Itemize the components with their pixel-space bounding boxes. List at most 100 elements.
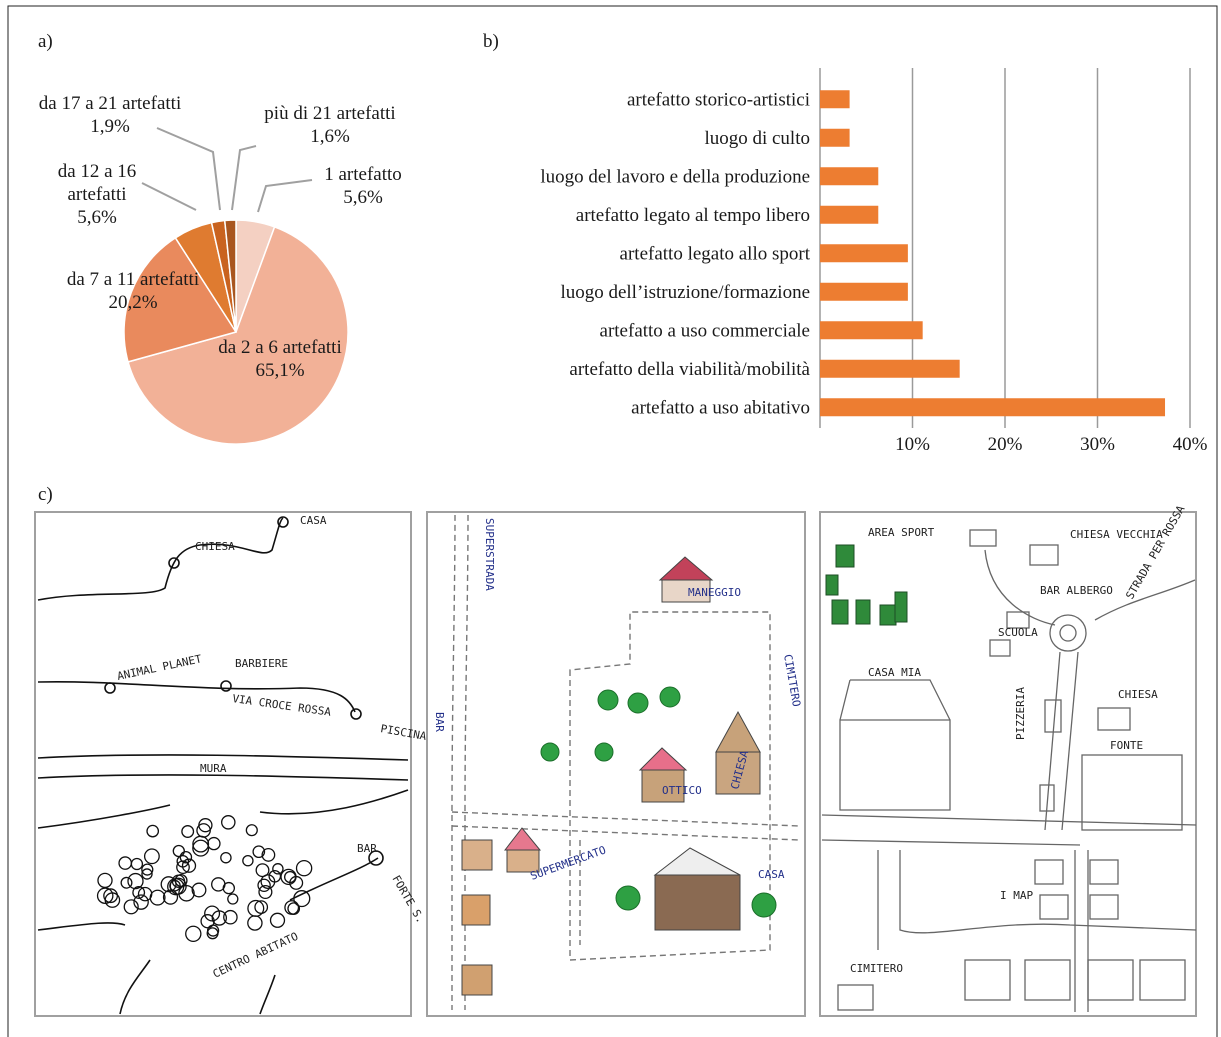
bar xyxy=(820,321,923,340)
sketch-circle xyxy=(269,912,286,928)
panel-label: c) xyxy=(38,484,53,505)
pie-value-label: 5,6% xyxy=(77,207,117,228)
sketch-1 xyxy=(37,516,409,1015)
bar xyxy=(820,167,879,186)
sketch-circle xyxy=(104,892,121,908)
sketch-circle xyxy=(120,876,133,889)
sketch-circle xyxy=(198,818,213,833)
sketch-circle xyxy=(162,889,179,905)
sketch-circle xyxy=(245,824,258,837)
sketch-circle xyxy=(181,825,195,838)
panel-label: b) xyxy=(483,31,499,52)
sketch-circle xyxy=(96,887,114,905)
leader-line xyxy=(156,127,221,211)
drawing-label: CHIESA xyxy=(195,540,235,553)
drawing-label: CASA xyxy=(758,868,785,881)
drawing-label: BARBIERE xyxy=(235,657,288,670)
x-tick-label: 30% xyxy=(1080,434,1115,455)
pie-label: da 17 a 21 artefatti 1,9% xyxy=(25,92,195,138)
sketch-circle xyxy=(227,893,239,905)
pie-slice xyxy=(127,225,349,445)
figure-frame xyxy=(7,5,1218,1037)
drawing-label: OTTICO xyxy=(662,784,702,797)
bar xyxy=(820,244,908,263)
sketch-circle xyxy=(141,868,153,880)
bar xyxy=(820,128,850,147)
drawing-label: PIZZERIA xyxy=(1014,687,1027,740)
sketch-circle xyxy=(295,859,313,877)
pie-label: da 2 a 6 artefatti 65,1% xyxy=(180,336,380,382)
sketch-circle xyxy=(247,915,263,931)
drawing-label: SCUOLA xyxy=(998,626,1038,639)
pie-value-label: 20,2% xyxy=(108,292,158,313)
sketch-3-sport xyxy=(825,544,908,626)
sketch-circle xyxy=(257,878,271,893)
sketch-circle xyxy=(287,902,301,915)
y-tick-label: luogo dell’istruzione/formazione xyxy=(560,282,810,303)
pie-slice xyxy=(223,219,237,333)
sketch-circle xyxy=(254,900,269,914)
drawing-label: I MAP xyxy=(1000,889,1033,902)
y-tick-label: luogo di culto xyxy=(704,128,810,149)
pie-label-name: da 2 a 6 artefatti xyxy=(218,337,342,358)
sketch-circle xyxy=(176,854,190,868)
drawing-label: CIMITERO xyxy=(850,962,903,975)
sketch-1-settlement xyxy=(96,815,313,943)
sketch-circle xyxy=(137,886,153,902)
y-tick-label: artefatto storico-artistici xyxy=(627,89,810,110)
x-tick-label: 10% xyxy=(895,434,930,455)
sketch-circle xyxy=(220,851,232,864)
sketch-circle xyxy=(191,882,207,898)
sketch-3-roads xyxy=(821,529,1197,1012)
pie-value-label: 1,9% xyxy=(90,116,130,137)
pie-slice xyxy=(123,236,238,363)
sketch-circle xyxy=(192,839,210,857)
sketch-circle xyxy=(252,845,266,859)
drawing-label: FONTE xyxy=(1110,739,1143,752)
y-tick-label: artefatto a uso commerciale xyxy=(600,320,810,341)
pie-label-name: più di 21 artefatti xyxy=(264,103,396,124)
sketch-circle xyxy=(260,874,276,890)
pie-label: più di 21 artefatti 1,6% xyxy=(240,102,420,148)
bar xyxy=(820,90,850,109)
pie-label-name: da 17 a 21 artefatti xyxy=(38,93,182,114)
sketch-circle xyxy=(272,863,284,875)
sketch-circle xyxy=(223,909,238,925)
sketch-circle xyxy=(293,890,311,908)
pie-label-name: da 12 a 16 artefatti xyxy=(57,161,137,205)
pie-value-label: 5,6% xyxy=(343,187,383,208)
drawing-label: CASA MIA xyxy=(868,666,921,679)
pie-value-label: 65,1% xyxy=(255,360,305,381)
sketch-circle xyxy=(179,850,193,864)
sketch-circle xyxy=(222,881,236,895)
sketch-circle xyxy=(118,856,133,870)
sketch-circle xyxy=(176,860,190,875)
drawing-label: AREA SPORT xyxy=(868,526,935,539)
drawing-frame xyxy=(819,511,1197,1017)
panel-label: a) xyxy=(38,31,53,52)
leader-line xyxy=(141,182,197,211)
sketch-circle xyxy=(169,877,187,895)
sketch-circle xyxy=(127,872,144,890)
drawing-label: CHIESA VECCHIA xyxy=(1070,528,1163,541)
sketch-circle xyxy=(181,858,197,873)
sketch-circle xyxy=(146,824,160,838)
pie-value-label: 1,6% xyxy=(310,126,350,147)
drawing-label: SUPERSTRADA xyxy=(483,518,496,591)
sketch-2-trees xyxy=(540,686,777,918)
leader-line xyxy=(231,145,257,211)
sketch-circle xyxy=(221,815,236,830)
drawing-label: BAR ALBERGO xyxy=(1040,584,1113,597)
sketch-circle xyxy=(255,863,270,878)
sketch-circle xyxy=(143,848,160,865)
drawing-label: CASA xyxy=(300,514,327,527)
pie-label-name: 1 artefatto xyxy=(324,164,402,185)
y-tick-label: artefatto legato al tempo libero xyxy=(576,205,810,226)
y-tick-label: artefatto legato allo sport xyxy=(620,243,811,264)
x-tick-label: 40% xyxy=(1173,434,1208,455)
drawing-label: CHIESA xyxy=(1118,688,1158,701)
pie-label-name: da 7 a 11 artefatti xyxy=(66,269,200,290)
sketch-circle xyxy=(132,886,146,899)
